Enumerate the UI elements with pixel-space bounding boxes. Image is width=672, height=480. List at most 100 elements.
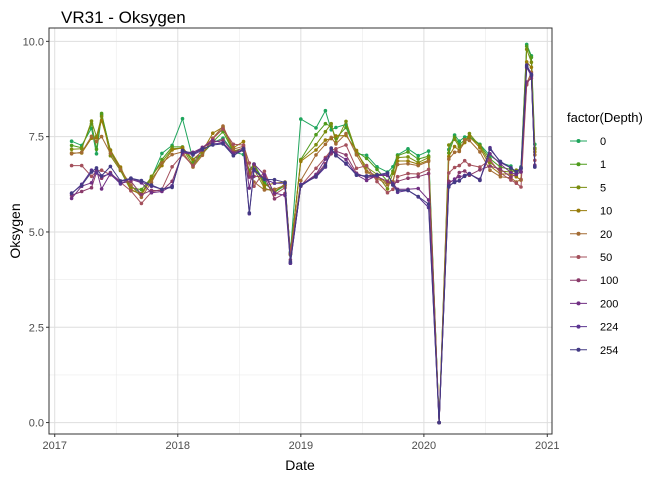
data-point (99, 114, 104, 119)
data-point (498, 167, 503, 171)
legend-item-224: 224 (570, 322, 618, 334)
data-point (462, 135, 467, 139)
data-point (385, 182, 390, 187)
data-point (334, 142, 338, 146)
data-point (200, 147, 205, 151)
data-point (457, 170, 462, 175)
legend-label: 50 (600, 252, 612, 264)
data-point (519, 166, 523, 170)
data-point (94, 139, 99, 144)
data-point (385, 190, 390, 195)
data-point (354, 153, 359, 157)
data-point (488, 147, 492, 151)
legend-item-10: 10 (570, 206, 612, 218)
data-point (462, 174, 467, 179)
legend-label: 100 (600, 275, 618, 287)
data-point (509, 170, 513, 175)
data-point (375, 173, 379, 177)
data-point (272, 197, 277, 201)
data-point (488, 168, 492, 172)
data-point (69, 163, 74, 168)
data-point (514, 172, 519, 177)
data-point (149, 183, 154, 187)
data-point (426, 167, 431, 172)
data-point (314, 166, 318, 171)
legend-item-200: 200 (570, 298, 618, 310)
data-point (139, 195, 144, 200)
data-point (314, 126, 318, 130)
data-point (129, 176, 133, 180)
data-point (99, 111, 104, 116)
data-point (509, 175, 513, 179)
data-point (406, 147, 410, 151)
data-point (391, 183, 395, 187)
data-point (395, 174, 400, 179)
data-point (395, 162, 400, 167)
data-point (519, 169, 523, 174)
legend-key-point (576, 185, 581, 190)
data-point (524, 64, 529, 68)
data-point (395, 155, 400, 160)
data-point (488, 164, 492, 168)
data-point (533, 165, 537, 169)
legend-label: 20 (600, 229, 612, 241)
data-point (79, 189, 84, 194)
data-point (447, 143, 451, 147)
series-layer (69, 42, 537, 425)
data-point (457, 149, 462, 154)
data-point (89, 174, 94, 179)
data-point (498, 174, 503, 179)
data-point (299, 117, 303, 121)
data-point (478, 178, 482, 182)
data-point (354, 173, 359, 177)
legend-label: 200 (600, 298, 618, 310)
data-point (252, 167, 256, 171)
data-point (262, 184, 267, 188)
data-point (406, 155, 410, 159)
data-point (457, 163, 462, 168)
data-point (344, 119, 348, 124)
data-point (99, 174, 104, 178)
data-point (478, 150, 482, 154)
legend-item-20: 20 (570, 229, 612, 241)
data-point (323, 108, 328, 113)
data-point (375, 167, 379, 172)
data-point (375, 165, 379, 169)
data-point (247, 186, 252, 190)
data-point (519, 185, 523, 189)
data-point (344, 153, 348, 157)
data-point (364, 174, 369, 178)
data-point (299, 159, 303, 164)
data-point (299, 178, 303, 183)
data-point (509, 178, 513, 182)
data-point (406, 176, 410, 180)
data-point (344, 143, 348, 147)
data-point (211, 143, 215, 147)
data-point (118, 167, 123, 172)
data-point (221, 124, 225, 128)
data-point (170, 152, 174, 157)
data-point (94, 171, 99, 175)
data-point (323, 129, 328, 134)
data-point (288, 259, 293, 264)
y-axis: 0.0 2.5 5.0 7.5 10.0 (23, 36, 49, 430)
data-point (452, 144, 457, 149)
data-point (488, 158, 492, 162)
legend-label: 10 (600, 206, 612, 218)
data-point (89, 119, 94, 123)
data-point (314, 132, 318, 137)
legend-key-point (576, 162, 581, 167)
data-point (344, 131, 348, 136)
data-point (323, 138, 328, 142)
data-point (416, 153, 421, 158)
data-point (457, 145, 462, 149)
legend-key-point (576, 255, 581, 259)
data-point (452, 137, 457, 142)
data-point (329, 146, 334, 150)
data-point (395, 188, 400, 193)
data-point (69, 196, 74, 201)
data-point (231, 153, 236, 158)
legend-key-point (576, 231, 581, 236)
data-point (426, 198, 431, 202)
legend-title: factor(Depth) (567, 110, 643, 125)
